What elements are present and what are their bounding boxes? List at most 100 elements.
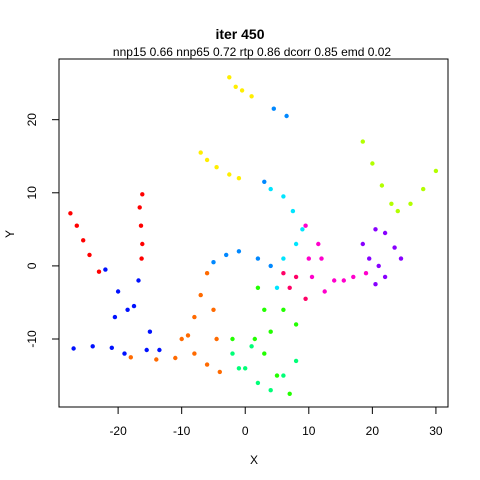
data-point (230, 336, 235, 342)
data-point (68, 211, 73, 216)
data-point (293, 241, 299, 247)
data-point (112, 314, 118, 320)
data-point (281, 307, 286, 312)
data-point (185, 333, 191, 338)
data-point (81, 238, 86, 243)
data-point (243, 366, 248, 371)
data-point (128, 355, 133, 360)
data-point (90, 344, 95, 349)
data-point (74, 223, 80, 228)
data-point (204, 362, 210, 367)
data-point (125, 307, 130, 312)
data-point (268, 186, 273, 192)
data-point (192, 351, 197, 356)
data-point (284, 113, 289, 119)
data-point (293, 322, 299, 327)
data-point (157, 347, 162, 353)
data-point (287, 285, 292, 290)
data-point (236, 366, 242, 371)
data-point (252, 336, 257, 342)
data-point (147, 329, 153, 334)
data-point (319, 256, 324, 261)
chart-subtitle: nnp15 0.66 nnp65 0.72 rtp 0.86 dcorr 0.8… (113, 45, 392, 59)
data-point (173, 355, 178, 361)
data-point (249, 94, 254, 99)
x-tick-label: 20 (366, 424, 380, 438)
data-point (398, 256, 404, 261)
y-tick-label: 0 (25, 262, 39, 269)
data-point (103, 267, 108, 272)
data-point (262, 307, 267, 312)
data-point (192, 314, 197, 320)
y-axis-label: Y (3, 230, 17, 238)
x-tick-label: 0 (242, 424, 249, 438)
data-point (373, 227, 378, 232)
data-point (309, 274, 315, 280)
data-point (421, 186, 426, 192)
data-point (239, 88, 245, 93)
data-point (211, 307, 216, 312)
data-point (236, 249, 242, 254)
data-point (351, 274, 356, 280)
data-point (274, 285, 280, 290)
data-point (255, 256, 261, 261)
data-point (71, 346, 76, 351)
data-point (122, 351, 127, 356)
data-point (433, 168, 439, 174)
x-tick-label: 30 (429, 424, 443, 438)
data-point (211, 260, 216, 265)
data-point (217, 369, 222, 375)
data-point (281, 271, 286, 276)
data-point (274, 373, 280, 378)
data-point (281, 373, 286, 378)
data-point (293, 274, 299, 280)
data-point (139, 256, 144, 261)
data-point (360, 241, 365, 247)
data-point (249, 344, 254, 349)
data-point (389, 201, 394, 206)
data-point (271, 106, 276, 111)
data-point (179, 336, 184, 342)
data-point (214, 165, 219, 170)
data-point (281, 194, 286, 199)
data-point (138, 223, 144, 228)
data-point (332, 278, 337, 283)
data-point (230, 351, 235, 356)
data-point (115, 289, 121, 294)
data-point (96, 269, 102, 274)
data-point (140, 241, 145, 247)
data-point (360, 139, 365, 144)
data-point (262, 351, 267, 356)
data-point (214, 336, 219, 342)
data-point (293, 358, 299, 364)
y-tick-label: 10 (25, 186, 39, 200)
data-point (370, 161, 375, 166)
data-point (198, 292, 203, 298)
data-point (382, 274, 388, 280)
data-point (255, 285, 261, 290)
data-point (306, 256, 311, 261)
data-point (303, 223, 308, 228)
data-point (204, 157, 210, 163)
data-point (137, 205, 142, 210)
data-point (262, 179, 267, 184)
data-point (395, 208, 400, 214)
data-point (136, 278, 141, 283)
x-tick-label: 10 (302, 424, 316, 438)
data-point (268, 388, 273, 393)
data-point (373, 282, 378, 287)
data-point (227, 172, 232, 177)
data-point (87, 252, 92, 258)
data-point (233, 84, 238, 90)
data-point (376, 263, 381, 269)
chart-title: iter 450 (215, 26, 264, 42)
plot-frame (58, 58, 449, 408)
y-tick-label: 20 (25, 113, 39, 127)
data-point (382, 230, 388, 236)
data-point (268, 263, 273, 269)
data-point (144, 347, 149, 353)
data-point (408, 201, 413, 206)
data-point (198, 150, 203, 155)
data-point (255, 380, 261, 386)
